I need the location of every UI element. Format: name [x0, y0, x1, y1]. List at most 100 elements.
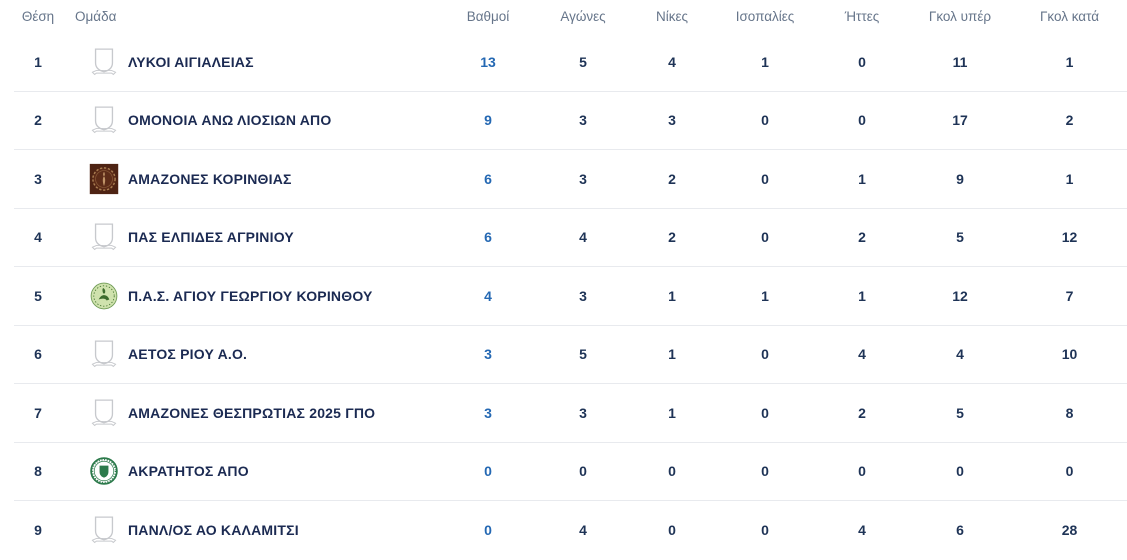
stat-games: 3 — [579, 287, 587, 304]
stat-losses: 1 — [858, 287, 866, 304]
team-cell[interactable]: ΑΜΑΖΟΝΕΣ ΘΕΣΠΡΩΤΙΑΣ 2025 ΓΠΟ — [62, 397, 440, 429]
stat-points: 6 — [484, 229, 492, 246]
column-header-team: Ομάδα — [75, 9, 117, 24]
stat-draws: 0 — [761, 170, 769, 187]
position-number: 6 — [34, 346, 42, 363]
stat-draws: 0 — [761, 346, 769, 363]
shield-placeholder-icon — [88, 514, 120, 546]
team-name-link[interactable]: ΑΚΡΑΤΗΤΟΣ ΑΠΟ — [128, 463, 249, 480]
team-name-link[interactable]: ΠΑΣ ΕΛΠΙΔΕΣ ΑΓΡΙΝΙΟΥ — [128, 229, 294, 246]
stat-wins: 0 — [668, 463, 676, 480]
stat-goals_against: 10 — [1061, 346, 1078, 363]
stat-wins: 1 — [668, 404, 676, 421]
stat-draws: 0 — [761, 112, 769, 129]
stat-games: 3 — [579, 170, 587, 187]
stat-points: 6 — [484, 170, 492, 187]
team-name-link[interactable]: ΛΥΚΟΙ ΑΙΓΙΑΛΕΙΑΣ — [128, 53, 254, 70]
position-number: 9 — [34, 522, 42, 539]
team-cell[interactable]: ΑΜΑΖΟΝΕΣ ΚΟΡΙΝΘΙΑΣ — [62, 163, 440, 195]
stat-goals_against: 1 — [1065, 170, 1074, 187]
team-name-link[interactable]: ΑΕΤΟΣ ΡΙΟΥ Α.Ο. — [128, 346, 248, 363]
green-ring-crest-icon — [88, 455, 120, 487]
shield-placeholder-icon — [88, 221, 120, 253]
team-cell[interactable]: ΑΕΤΟΣ ΡΙΟΥ Α.Ο. — [62, 338, 440, 370]
table-row: 9 ΠΑΝΛ/ΟΣ ΑΟ ΚΑΛΑΜΙΤΣΙ 0 4 0 0 4 6 28 — [14, 501, 1127, 560]
stat-draws: 1 — [761, 287, 769, 304]
column-header-draws: Ισοπαλίες — [735, 9, 795, 24]
stat-goals_for: 5 — [956, 404, 964, 421]
stat-goals_against: 1 — [1065, 53, 1074, 70]
shield-placeholder-icon — [88, 338, 120, 370]
table-row: 1 ΛΥΚΟΙ ΑΙΓΙΑΛΕΙΑΣ 13 5 4 1 0 11 1 — [14, 33, 1127, 92]
stat-goals_for: 4 — [956, 346, 964, 363]
position-number: 4 — [34, 229, 42, 246]
stat-draws: 0 — [761, 463, 769, 480]
stat-wins: 3 — [668, 112, 676, 129]
position-number: 1 — [34, 53, 42, 70]
table-body: 1 ΛΥΚΟΙ ΑΙΓΙΑΛΕΙΑΣ 13 5 4 1 0 11 1 2 ΟΜΟΝΟΙΑ ΑΝΩ Λ… — [14, 33, 1127, 560]
stat-wins: 1 — [668, 287, 676, 304]
stat-games: 3 — [579, 404, 587, 421]
stat-goals_for: 5 — [956, 229, 964, 246]
team-name-link[interactable]: Π.Α.Σ. ΑΓΙΟΥ ΓΕΩΡΓΙΟΥ ΚΟΡΙΝΘΟΥ — [128, 287, 373, 304]
team-cell[interactable]: ΑΚΡΑΤΗΤΟΣ ΑΠΟ — [62, 455, 440, 487]
position-number: 2 — [34, 112, 42, 129]
stat-draws: 0 — [761, 404, 769, 421]
table-row: 2 ΟΜΟΝΟΙΑ ΑΝΩ ΛΙΟΣΙΩΝ ΑΠΟ 9 3 3 0 0 17 2 — [14, 92, 1127, 150]
team-cell[interactable]: ΟΜΟΝΟΙΑ ΑΝΩ ΛΙΟΣΙΩΝ ΑΠΟ — [62, 104, 440, 136]
maroon-wreath-crest-icon — [88, 163, 120, 195]
stat-points: 0 — [484, 463, 492, 480]
stat-points: 9 — [484, 112, 492, 129]
table-row: 7 ΑΜΑΖΟΝΕΣ ΘΕΣΠΡΩΤΙΑΣ 2025 ΓΠΟ 3 3 1 0 2 5 8 — [14, 384, 1127, 443]
position-number: 7 — [34, 404, 42, 421]
team-name-link[interactable]: ΟΜΟΝΟΙΑ ΑΝΩ ΛΙΟΣΙΩΝ ΑΠΟ — [128, 112, 332, 129]
stat-losses: 1 — [858, 170, 866, 187]
team-name-link[interactable]: ΠΑΝΛ/ΟΣ ΑΟ ΚΑΛΑΜΙΤΣΙ — [128, 522, 299, 539]
shield-placeholder-icon — [88, 397, 120, 429]
stat-goals_for: 12 — [952, 287, 968, 304]
team-cell[interactable]: Π.Α.Σ. ΑΓΙΟΥ ΓΕΩΡΓΙΟΥ ΚΟΡΙΝΘΟΥ — [62, 280, 440, 312]
stat-wins: 2 — [668, 170, 676, 187]
stat-games: 4 — [579, 229, 587, 246]
stat-points: 13 — [480, 53, 496, 70]
stat-games: 3 — [579, 112, 587, 129]
stat-points: 3 — [484, 346, 492, 363]
stat-draws: 0 — [761, 522, 769, 539]
position-number: 5 — [34, 287, 42, 304]
stat-wins: 2 — [668, 229, 676, 246]
stat-goals_against: 28 — [1061, 522, 1078, 539]
stat-goals_for: 0 — [956, 463, 964, 480]
column-header-points: Βαθμοί — [466, 9, 510, 24]
team-name-link[interactable]: ΑΜΑΖΟΝΕΣ ΚΟΡΙΝΘΙΑΣ — [128, 170, 292, 187]
shield-placeholder-icon — [88, 104, 120, 136]
stat-goals_against: 0 — [1065, 463, 1074, 480]
stat-goals_against: 7 — [1065, 287, 1074, 304]
team-cell[interactable]: ΠΑΝΛ/ΟΣ ΑΟ ΚΑΛΑΜΙΤΣΙ — [62, 514, 440, 546]
table-row: 5 Π.Α.Σ. ΑΓΙΟΥ ΓΕΩΡΓΙΟΥ ΚΟΡΙΝΘΟΥ 4 3 1 1 1 12 7 — [14, 267, 1127, 326]
team-name-link[interactable]: ΑΜΑΖΟΝΕΣ ΘΕΣΠΡΩΤΙΑΣ 2025 ΓΠΟ — [128, 404, 376, 421]
table-row: 8 ΑΚΡΑΤΗΤΟΣ ΑΠΟ 0 0 0 0 0 0 0 — [14, 443, 1127, 501]
stat-games: 4 — [579, 522, 587, 539]
stat-games: 5 — [579, 346, 587, 363]
stat-wins: 4 — [668, 53, 676, 70]
stat-losses: 0 — [858, 53, 866, 70]
stat-losses: 4 — [858, 346, 866, 363]
stat-losses: 2 — [858, 229, 866, 246]
stat-points: 3 — [484, 404, 492, 421]
stat-losses: 0 — [858, 112, 866, 129]
stat-losses: 2 — [858, 404, 866, 421]
pale-green-crest-icon — [88, 280, 120, 312]
table-row: 6 ΑΕΤΟΣ ΡΙΟΥ Α.Ο. 3 5 1 0 4 4 10 — [14, 326, 1127, 384]
team-cell[interactable]: ΠΑΣ ΕΛΠΙΔΕΣ ΑΓΡΙΝΙΟΥ — [62, 221, 440, 253]
stat-goals_against: 8 — [1065, 404, 1074, 421]
position-number: 8 — [34, 463, 42, 480]
column-header-goals_for: Γκολ υπέρ — [928, 9, 992, 24]
stat-points: 0 — [484, 522, 492, 539]
stat-goals_for: 17 — [952, 112, 968, 129]
column-header-games: Αγώνες — [560, 9, 606, 24]
stat-games: 5 — [579, 53, 587, 70]
table-row: 3 ΑΜΑΖΟΝΕΣ ΚΟΡΙΝΘΙΑΣ 6 3 2 0 1 9 1 — [14, 150, 1127, 209]
stat-draws: 0 — [761, 229, 769, 246]
team-cell[interactable]: ΛΥΚΟΙ ΑΙΓΙΑΛΕΙΑΣ — [62, 46, 440, 78]
